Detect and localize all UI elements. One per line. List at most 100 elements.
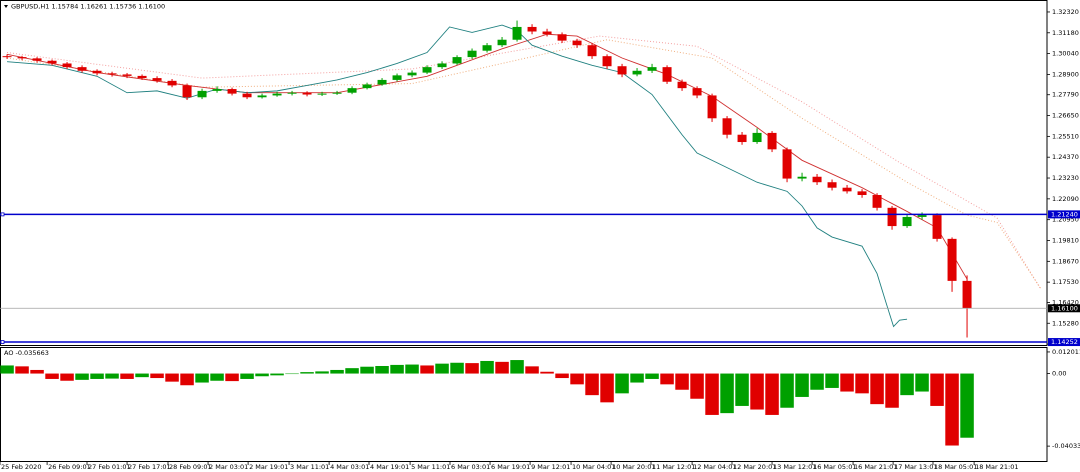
candle-body: [842, 187, 852, 192]
ao-bar: [720, 373, 734, 414]
ao-bar: [330, 369, 344, 374]
y-tick-label: 1.22090: [1052, 195, 1079, 203]
candle-body: [437, 63, 447, 68]
candle-body: [377, 79, 387, 85]
candle-body: [497, 39, 507, 46]
y-tick-label: 1.27790: [1052, 91, 1079, 99]
menu-arrow[interactable]: [4, 5, 8, 8]
ao-bar: [480, 360, 494, 374]
ao-bar: [600, 373, 614, 403]
ao-bar: [450, 362, 464, 374]
candle-body: [677, 81, 687, 89]
line-handle: [0, 212, 5, 217]
ao-bar: [285, 373, 299, 375]
y-tick-label: 0.00: [1052, 370, 1066, 378]
candle-body: [182, 85, 192, 98]
y-tick-label: 0.012011: [1052, 348, 1080, 356]
y-tick-label: 1.31180: [1052, 29, 1079, 37]
candle-body: [752, 132, 762, 143]
candle-body: [452, 57, 462, 64]
ao-bar: [780, 373, 794, 408]
x-tick-label: 12 Mar 20:01: [733, 463, 776, 471]
ao-bar: [195, 373, 209, 383]
ao-bar: [900, 373, 914, 396]
ao-bar: [660, 373, 674, 385]
ao-bar: [180, 373, 194, 386]
line-handle: [0, 340, 5, 344]
ao-bar: [315, 371, 329, 374]
ao-bar: [120, 373, 134, 379]
ao-bar: [930, 373, 944, 406]
main-frame: [0, 0, 1048, 346]
ao-bar: [540, 371, 554, 374]
candle-body: [167, 80, 177, 86]
ao-bar: [630, 373, 644, 383]
candle-body: [362, 84, 372, 89]
candle-body: [242, 93, 252, 98]
ao-bar: [360, 366, 374, 374]
y-tick-label: 1.32320: [1052, 8, 1079, 16]
price-label: 1.16100: [1051, 304, 1078, 312]
x-tick-label: 12 Mar 04:01: [693, 463, 736, 471]
cloud-line: [6, 39, 1041, 289]
candle-body: [767, 132, 777, 150]
ao-bar: [30, 369, 44, 374]
candle-body: [407, 72, 417, 76]
ao-bar: [210, 373, 224, 381]
candle-body: [62, 63, 72, 68]
candle-body: [632, 70, 642, 75]
y-tick-label: 1.16420: [1052, 298, 1079, 306]
ao-bar: [420, 365, 434, 374]
price-label: 1.14252: [1051, 338, 1078, 346]
ao-bar: [75, 373, 89, 380]
candle-body: [857, 191, 867, 196]
candle-body: [77, 67, 87, 71]
candle-body: [557, 34, 567, 41]
ao-bar: [840, 373, 854, 392]
ao-bar: [240, 373, 254, 379]
ao-bar: [570, 373, 584, 385]
candle-body: [737, 134, 747, 143]
candle-body: [917, 215, 927, 217]
y-tick-label: 1.28900: [1052, 70, 1079, 78]
x-tick-label: 17 Mar 13:01: [894, 463, 937, 471]
y-tick-label: 1.30040: [1052, 50, 1079, 58]
candle-body: [812, 176, 822, 183]
candle-body: [227, 89, 237, 94]
candle-body: [692, 88, 702, 96]
ao-bar: [405, 364, 419, 374]
ao-bar: [135, 373, 149, 378]
x-tick-label: 10 Mar 04:01: [572, 463, 615, 471]
candle-body: [707, 95, 717, 119]
candle-body: [782, 149, 792, 179]
y-tick-label: 1.17530: [1052, 278, 1079, 286]
candle-body: [902, 216, 912, 227]
candle-body: [302, 92, 312, 95]
chart-title: GBPUSD,H1 1.15784 1.16261 1.15736 1.1610…: [11, 3, 165, 11]
ao-bar: [750, 373, 764, 410]
y-tick-label: 1.19810: [1052, 237, 1079, 245]
price-label-box: [1048, 304, 1080, 313]
y-tick-label: 1.20950: [1052, 216, 1079, 224]
candle-body: [662, 67, 672, 82]
x-tick-label: 6 Mar 19:01: [491, 463, 530, 471]
candle-body: [872, 195, 882, 208]
y-tick-label: 1.24370: [1052, 153, 1079, 161]
x-tick-label: 9 Mar 12:01: [531, 463, 570, 471]
ao-bar: [870, 373, 884, 405]
x-tick-label: 4 Mar 19:01: [370, 463, 409, 471]
ao-bar: [270, 373, 284, 376]
y-tick-label: -0.04033: [1052, 442, 1080, 450]
candle-body: [947, 238, 957, 281]
candle-body: [212, 89, 222, 91]
ao-bar: [510, 360, 524, 374]
ao-bar: [525, 366, 539, 374]
ao-bar: [0, 365, 14, 374]
ao-bar: [690, 373, 704, 399]
x-tick-label: 4 Mar 03:01: [330, 463, 369, 471]
ao-bar: [345, 368, 359, 374]
candle-body: [467, 50, 477, 58]
ao-bar: [765, 373, 779, 415]
ao-bar: [60, 373, 74, 381]
